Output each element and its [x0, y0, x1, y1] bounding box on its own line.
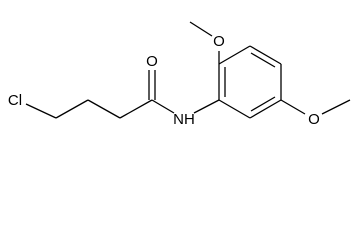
atom-label: O [308, 111, 320, 128]
atom-label: NH [173, 111, 195, 128]
page: {"atoms": {"chlorine": "Cl", "carbonyl_o… [7, 21, 351, 128]
bond [119, 99, 153, 119]
bond [250, 96, 276, 112]
bond [151, 99, 175, 114]
bond [280, 99, 306, 115]
bond [321, 99, 351, 115]
atom-label: O [146, 53, 158, 70]
bond [249, 45, 282, 65]
bond [55, 99, 89, 119]
bond [193, 99, 220, 114]
bond [218, 99, 251, 119]
bond [189, 21, 213, 37]
bond [250, 52, 276, 68]
bond [249, 99, 282, 119]
bond [25, 103, 57, 119]
bonds [25, 21, 351, 119]
bond [218, 45, 251, 65]
atom-label: Cl [8, 92, 22, 109]
atom-label: O [213, 33, 225, 50]
bond [87, 99, 121, 119]
structure-diagram: Cl O NH O O [8, 21, 351, 128]
